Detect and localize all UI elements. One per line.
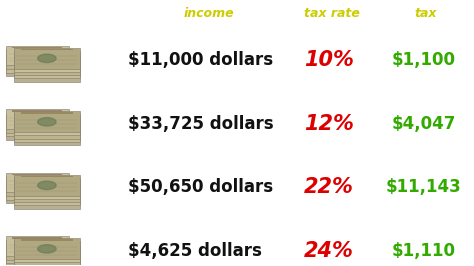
Ellipse shape (28, 179, 46, 187)
Ellipse shape (37, 251, 56, 260)
Ellipse shape (28, 190, 46, 197)
Ellipse shape (28, 59, 46, 67)
FancyBboxPatch shape (14, 51, 80, 72)
Ellipse shape (28, 126, 46, 134)
FancyBboxPatch shape (20, 176, 73, 177)
FancyBboxPatch shape (6, 176, 69, 196)
FancyBboxPatch shape (12, 174, 62, 175)
FancyBboxPatch shape (14, 245, 80, 266)
Ellipse shape (28, 246, 46, 254)
FancyBboxPatch shape (14, 61, 80, 82)
Ellipse shape (37, 127, 56, 136)
Text: $1,100: $1,100 (392, 51, 456, 69)
FancyBboxPatch shape (6, 243, 69, 263)
FancyBboxPatch shape (6, 57, 69, 76)
Ellipse shape (37, 64, 56, 72)
FancyBboxPatch shape (14, 251, 80, 266)
FancyBboxPatch shape (12, 238, 62, 239)
FancyBboxPatch shape (14, 54, 80, 75)
Text: income: income (183, 7, 234, 20)
Ellipse shape (37, 255, 56, 263)
FancyBboxPatch shape (14, 48, 80, 69)
Text: tax rate: tax rate (303, 7, 359, 20)
Ellipse shape (37, 67, 56, 76)
Text: $4,047: $4,047 (392, 115, 456, 133)
FancyBboxPatch shape (6, 173, 69, 193)
Ellipse shape (37, 188, 56, 196)
FancyBboxPatch shape (6, 247, 69, 266)
FancyBboxPatch shape (14, 121, 80, 142)
FancyBboxPatch shape (14, 114, 80, 135)
Ellipse shape (28, 186, 46, 194)
Ellipse shape (37, 118, 56, 126)
Text: $50,650 dollars: $50,650 dollars (128, 178, 273, 196)
FancyBboxPatch shape (20, 239, 73, 241)
FancyBboxPatch shape (14, 188, 80, 209)
Ellipse shape (28, 123, 46, 130)
FancyBboxPatch shape (14, 184, 80, 205)
Ellipse shape (28, 52, 46, 60)
Text: $1,110: $1,110 (392, 242, 456, 260)
Text: $33,725 dollars: $33,725 dollars (128, 115, 274, 133)
Ellipse shape (37, 245, 56, 253)
Ellipse shape (37, 124, 56, 132)
Ellipse shape (28, 242, 46, 250)
FancyBboxPatch shape (14, 248, 80, 266)
FancyBboxPatch shape (14, 124, 80, 145)
Ellipse shape (37, 181, 56, 189)
FancyBboxPatch shape (6, 180, 69, 200)
FancyBboxPatch shape (6, 109, 69, 129)
Ellipse shape (37, 194, 56, 203)
Ellipse shape (28, 250, 46, 257)
FancyBboxPatch shape (14, 57, 80, 78)
Text: $11,000 dollars: $11,000 dollars (128, 51, 273, 69)
FancyBboxPatch shape (6, 46, 69, 65)
Ellipse shape (28, 253, 46, 261)
Ellipse shape (28, 115, 46, 123)
Ellipse shape (37, 54, 56, 63)
Ellipse shape (37, 191, 56, 199)
Ellipse shape (37, 61, 56, 69)
Ellipse shape (28, 182, 46, 190)
FancyBboxPatch shape (6, 49, 69, 69)
Text: 10%: 10% (304, 50, 354, 70)
FancyBboxPatch shape (14, 175, 80, 196)
Ellipse shape (37, 121, 56, 129)
FancyBboxPatch shape (14, 178, 80, 199)
FancyBboxPatch shape (14, 242, 80, 262)
FancyBboxPatch shape (6, 53, 69, 73)
FancyBboxPatch shape (12, 110, 62, 112)
Ellipse shape (28, 56, 46, 63)
Ellipse shape (37, 131, 56, 139)
Text: 22%: 22% (304, 177, 354, 197)
FancyBboxPatch shape (14, 111, 80, 132)
Text: 12%: 12% (304, 114, 354, 134)
FancyBboxPatch shape (20, 49, 73, 50)
Ellipse shape (37, 184, 56, 193)
Text: $11,143: $11,143 (386, 178, 462, 196)
FancyBboxPatch shape (14, 181, 80, 202)
Ellipse shape (37, 258, 56, 266)
Text: tax: tax (415, 7, 438, 20)
FancyBboxPatch shape (6, 117, 69, 136)
Ellipse shape (28, 119, 46, 127)
FancyBboxPatch shape (20, 112, 73, 114)
FancyBboxPatch shape (6, 236, 69, 256)
FancyBboxPatch shape (6, 113, 69, 132)
Ellipse shape (37, 248, 56, 256)
FancyBboxPatch shape (6, 240, 69, 260)
FancyBboxPatch shape (12, 47, 62, 48)
FancyBboxPatch shape (14, 118, 80, 139)
Ellipse shape (28, 63, 46, 70)
FancyBboxPatch shape (6, 184, 69, 203)
Text: 24%: 24% (304, 241, 354, 261)
Ellipse shape (37, 57, 56, 66)
FancyBboxPatch shape (14, 238, 80, 259)
FancyBboxPatch shape (6, 120, 69, 140)
Text: $4,625 dollars: $4,625 dollars (128, 242, 262, 260)
